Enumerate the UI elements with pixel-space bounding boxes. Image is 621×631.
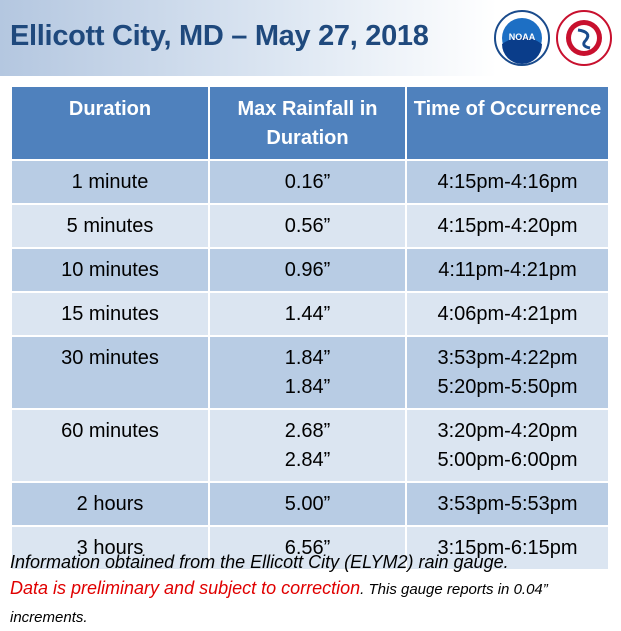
cell-line: 3:53pm-4:22pm <box>437 347 578 369</box>
footer: Information obtained from the Ellicott C… <box>10 549 615 631</box>
cell-line: 0.96” <box>284 259 331 281</box>
table-row: 10 minutes 0.96” 4:11pm-4:21pm <box>10 247 610 293</box>
table-cell: 3:15pm-6:15pm <box>405 525 610 571</box>
noaa-text: NOAA <box>509 32 536 42</box>
table-cell: 0.96” <box>208 247 407 293</box>
nws-logo <box>556 10 612 66</box>
table-cell: 2 hours <box>10 481 210 527</box>
cell-line: 5:00pm-6:00pm <box>437 449 578 471</box>
column-header: Max Rainfall in Duration <box>208 85 407 161</box>
table-cell: 0.16” <box>208 159 407 205</box>
table-cell: 5 minutes <box>10 203 210 249</box>
table-cell: 4:06pm-4:21pm <box>405 291 610 337</box>
table-cell: 6.56” <box>208 525 407 571</box>
gauge-note: . This gauge reports in 0.04” increments… <box>10 581 548 626</box>
table-cell: 15 minutes <box>10 291 210 337</box>
column-header: Duration <box>10 85 210 161</box>
table-cell: 1.84” 1.84” <box>208 335 407 410</box>
table-row: 15 minutes 1.44” 4:06pm-4:21pm <box>10 291 610 337</box>
table-row: 2 hours 5.00” 3:53pm-5:53pm <box>10 481 610 527</box>
table-row: 30 minutes 1.84” 1.84” 3:53pm-4:22pm 5:20pm-… <box>10 335 610 410</box>
table-cell: 60 minutes <box>10 408 210 483</box>
cell-line: 4:11pm-4:21pm <box>438 259 577 281</box>
table-cell: 5.00” <box>208 481 407 527</box>
table-cell: 3:53pm-5:53pm <box>405 481 610 527</box>
cell-line: 1.84” <box>284 376 331 398</box>
rainfall-table: Duration Max Rainfall in Duration Time of … <box>10 85 610 571</box>
cell-line: 3:15pm-6:15pm <box>437 537 578 559</box>
cell-line: 1.44” <box>284 303 331 325</box>
warning-line: Data is preliminary and subject to corre… <box>10 575 615 631</box>
table-cell: 30 minutes <box>10 335 210 410</box>
cell-line: 4:15pm-4:20pm <box>437 215 578 237</box>
header-row: Duration Max Rainfall in Duration Time of … <box>10 85 610 161</box>
cell-line: 5:20pm-5:50pm <box>437 376 578 398</box>
noaa-logo: NOAA <box>494 10 550 66</box>
cell-line: 6.56” <box>284 537 331 559</box>
cell-line: 0.16” <box>284 171 331 193</box>
cell-line: 4:06pm-4:21pm <box>437 303 578 325</box>
table-cell: 1 minute <box>10 159 210 205</box>
table-cell: 4:15pm-4:20pm <box>405 203 610 249</box>
warning: Data is preliminary and subject to corre… <box>10 578 361 598</box>
cell-line: 2.68” <box>284 420 331 442</box>
table-row: 60 minutes 2.68” 2.84” 3:20pm-4:20pm 5:00pm-… <box>10 408 610 483</box>
table-cell: 3:20pm-4:20pm 5:00pm-6:00pm <box>405 408 610 483</box>
cell-line: 4:15pm-4:16pm <box>437 171 578 193</box>
table-row: 5 minutes 0.56” 4:15pm-4:20pm <box>10 203 610 249</box>
cell-line: 5.00” <box>284 493 331 515</box>
cell-line: 3:20pm-4:20pm <box>437 420 578 442</box>
title: Ellicott City, MD – May 27, 2018 <box>10 20 429 52</box>
cell-line: 1.84” <box>284 347 331 369</box>
table-cell: 4:15pm-4:16pm <box>405 159 610 205</box>
table-cell: 1.44” <box>208 291 407 337</box>
table-cell: 2.68” 2.84” <box>208 408 407 483</box>
column-header: Time of Occurrence <box>405 85 610 161</box>
table-cell: 10 minutes <box>10 247 210 293</box>
table-cell: 4:11pm-4:21pm <box>405 247 610 293</box>
table-cell: 3:53pm-4:22pm 5:20pm-5:50pm <box>405 335 610 410</box>
source-note: Information obtained from the Ellicott C… <box>10 552 509 572</box>
cell-line: 0.56” <box>284 215 331 237</box>
table-cell: 0.56” <box>208 203 407 249</box>
cell-line: 2.84” <box>284 449 331 471</box>
cell-line: 3:53pm-5:53pm <box>437 493 578 515</box>
table-row: 1 minute 0.16” 4:15pm-4:16pm <box>10 159 610 205</box>
table-cell: 3 hours <box>10 525 210 571</box>
table-row: 3 hours 6.56” 3:15pm-6:15pm <box>10 525 610 571</box>
